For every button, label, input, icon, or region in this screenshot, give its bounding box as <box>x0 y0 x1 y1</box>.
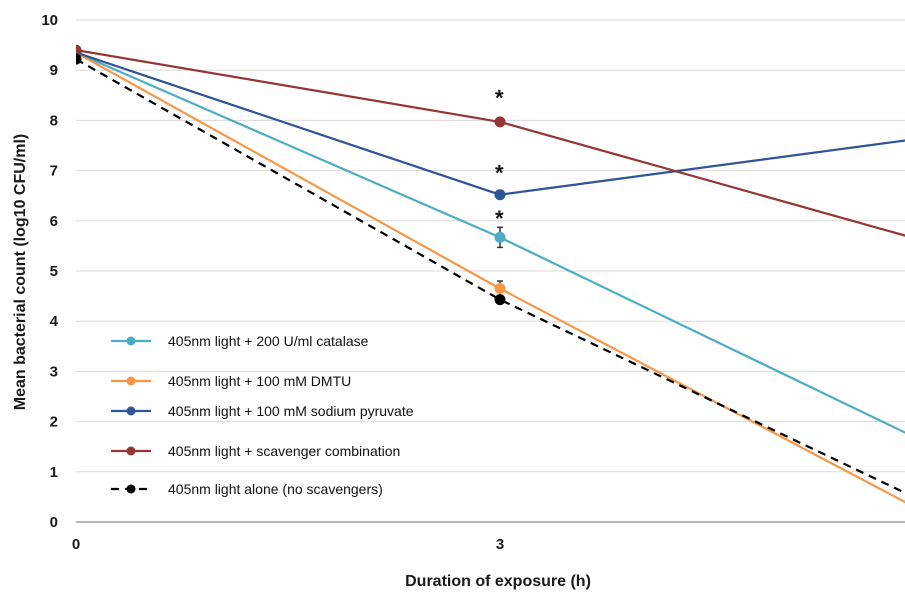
data-point <box>494 231 506 243</box>
significance-markers: * * * <box>495 85 504 230</box>
legend-label: 405nm light + 100 mM sodium pyruvate <box>168 403 414 419</box>
series-line <box>76 51 905 196</box>
gridlines <box>76 19 905 473</box>
legend-swatch-marker <box>126 446 136 456</box>
y-tick-label: 2 <box>50 414 58 431</box>
legend-label: 405nm light + scavenger combination <box>168 443 400 459</box>
y-tick-label: 1 <box>50 464 58 481</box>
axes: 0 1 2 3 4 5 6 7 8 9 10 0 3 <box>41 12 905 553</box>
legend-swatch-marker <box>126 406 136 416</box>
series-4 <box>76 44 905 237</box>
series-group <box>76 44 905 504</box>
legend-item: 405nm light + 100 mM sodium pyruvate <box>111 403 414 419</box>
legend-item: 405nm light + scavenger combination <box>111 443 400 459</box>
y-tick-label: 7 <box>50 163 58 180</box>
significance-asterisk: * <box>495 85 504 110</box>
data-point <box>494 116 506 128</box>
y-tick-label: 9 <box>50 62 58 79</box>
series-5 <box>76 53 905 495</box>
data-point <box>494 189 506 201</box>
y-tick-label: 3 <box>50 363 58 380</box>
x-tick-label: 3 <box>496 536 504 553</box>
y-tick-label: 8 <box>50 112 58 129</box>
legend-swatch-marker <box>126 376 136 386</box>
x-tick-label: 0 <box>72 536 80 553</box>
y-tick-label: 10 <box>41 12 58 29</box>
legend-item: 405nm light + 100 mM DMTU <box>111 373 351 389</box>
legend: 405nm light + 200 U/ml catalase 405nm lig… <box>111 333 414 497</box>
y-tick-label: 5 <box>50 263 58 280</box>
significance-asterisk: * <box>495 161 504 186</box>
legend-swatch-marker <box>126 484 136 494</box>
y-tick-label: 6 <box>50 213 58 230</box>
legend-label: 405nm light + 200 U/ml catalase <box>168 333 369 349</box>
y-tick-label: 0 <box>50 514 58 531</box>
data-point <box>494 283 506 295</box>
data-point <box>76 53 82 65</box>
legend-item: 405nm light + 200 U/ml catalase <box>111 333 369 349</box>
y-tick-label: 4 <box>50 313 59 330</box>
significance-asterisk: * <box>495 206 504 231</box>
series-line <box>76 49 905 237</box>
legend-item: 405nm light alone (no scavengers) <box>111 481 383 497</box>
x-axis-title: Duration of exposure (h) <box>405 573 591 590</box>
data-point <box>494 294 506 306</box>
series-line <box>76 58 905 495</box>
y-axis-title: Mean bacterial count (log10 CFU/ml) <box>12 134 29 410</box>
legend-label: 405nm light alone (no scavengers) <box>168 481 383 497</box>
data-point <box>76 44 82 56</box>
legend-label: 405nm light + 100 mM DMTU <box>168 373 351 389</box>
legend-swatch-marker <box>126 336 136 346</box>
